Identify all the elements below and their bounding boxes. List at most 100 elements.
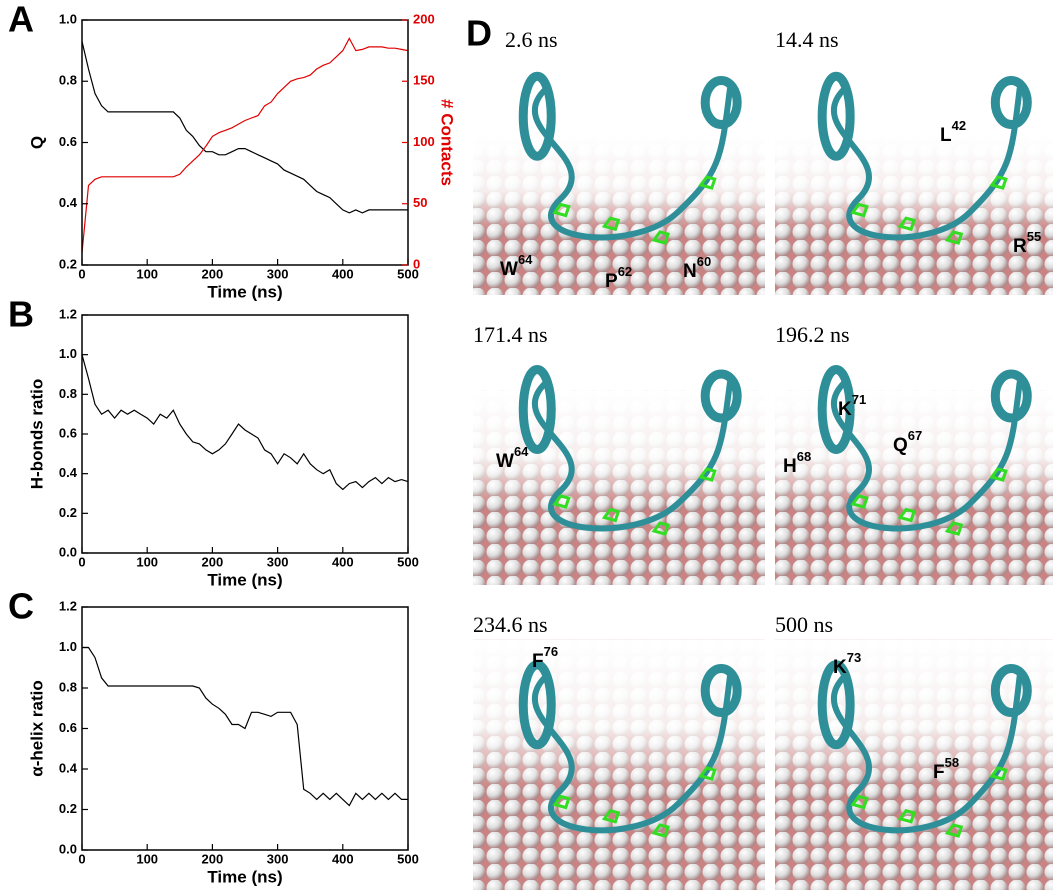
x-axis-label: Time (ns) xyxy=(207,570,282,589)
x-tick-label: 100 xyxy=(136,266,158,281)
y-axis-label: α-helix ratio xyxy=(27,680,46,776)
snapshot-time: 14.4 ns xyxy=(775,27,839,52)
residue-name: W xyxy=(500,259,518,280)
y-axis-label: H-bonds ratio xyxy=(27,379,46,490)
x-tick-label: 0 xyxy=(78,266,85,281)
surface-fade xyxy=(775,136,1053,296)
x-axis-label: Time (ns) xyxy=(207,282,282,301)
residue-name: F xyxy=(532,651,544,672)
data-line xyxy=(82,38,408,252)
y-axis-label: Q xyxy=(27,136,46,149)
y2-tick-label: 200 xyxy=(413,11,435,26)
y-tick-label: 0.0 xyxy=(59,544,77,559)
x-tick-label: 0 xyxy=(78,554,85,569)
residue-name: Q xyxy=(893,435,908,456)
residue-name: P xyxy=(605,271,618,292)
residue-number: 55 xyxy=(1027,229,1041,244)
residue-number: 60 xyxy=(697,254,711,269)
residue-name: F xyxy=(933,762,945,783)
residue-name: N xyxy=(683,261,697,282)
y-tick-label: 1.0 xyxy=(59,639,77,654)
y-tick-label: 0.8 xyxy=(59,73,77,88)
data-line xyxy=(82,41,408,213)
x-tick-label: 300 xyxy=(267,266,289,281)
residue-number: 64 xyxy=(514,444,529,459)
x-tick-label: 200 xyxy=(202,266,224,281)
residue-number: 62 xyxy=(618,264,632,279)
x-tick-label: 400 xyxy=(332,851,354,866)
panel-label: A xyxy=(8,0,34,40)
surface-fade xyxy=(775,639,1053,890)
snapshot: 196.2 ns K71 H68 Q67 xyxy=(775,322,1053,585)
y2-tick-label: 150 xyxy=(413,73,435,88)
panel-label: B xyxy=(8,294,34,335)
y-tick-label: 0.6 xyxy=(59,134,77,149)
panel-label: C xyxy=(8,586,34,627)
x-tick-label: 100 xyxy=(136,851,158,866)
y-tick-label: 0.6 xyxy=(59,720,77,735)
snapshot: 2.6 ns W64 P62 N60 xyxy=(473,27,765,295)
snapshot-time: 196.2 ns xyxy=(775,322,850,347)
y2-tick-label: 50 xyxy=(413,195,427,210)
helix xyxy=(995,81,1027,125)
snapshot-time: 171.4 ns xyxy=(473,322,548,347)
residue-name: R xyxy=(1013,236,1027,257)
y-tick-label: 1.0 xyxy=(59,11,77,26)
residue-name: K xyxy=(838,399,852,420)
residue-name: K xyxy=(833,657,847,678)
y-tick-label: 0.2 xyxy=(59,256,77,271)
residue-name: W xyxy=(496,451,514,472)
plot-frame xyxy=(82,20,408,265)
residue-number: 73 xyxy=(847,650,861,665)
x-tick-label: 100 xyxy=(136,554,158,569)
helix xyxy=(705,81,737,125)
y-tick-label: 1.0 xyxy=(59,346,77,361)
x-tick-label: 300 xyxy=(267,554,289,569)
plot-frame xyxy=(82,315,408,553)
x-tick-label: 0 xyxy=(78,851,85,866)
x-tick-label: 300 xyxy=(267,851,289,866)
surface-fade xyxy=(473,639,765,890)
residue-name: L xyxy=(940,125,952,146)
snapshot-time: 500 ns xyxy=(775,612,833,637)
residue-number: 67 xyxy=(908,428,922,443)
x-tick-label: 400 xyxy=(332,554,354,569)
snapshot-time: 2.6 ns xyxy=(505,27,558,52)
x-tick-label: 400 xyxy=(332,266,354,281)
figure: A 0 100 200 300 400 500 0.2 0.4 0.6 0.8 1.0 0 50 100 15… xyxy=(0,0,1053,894)
y-tick-label: 0.0 xyxy=(59,841,77,856)
snapshot-time: 234.6 ns xyxy=(473,612,548,637)
y-tick-label: 0.6 xyxy=(59,425,77,440)
data-line xyxy=(82,355,408,490)
panel-label: D xyxy=(466,13,492,54)
residue-number: 42 xyxy=(952,118,966,133)
x-tick-label: 200 xyxy=(202,554,224,569)
y-tick-label: 1.2 xyxy=(59,598,77,613)
x-tick-label: 500 xyxy=(397,554,419,569)
y-tick-label: 0.2 xyxy=(59,801,77,816)
data-line xyxy=(82,648,408,806)
y-tick-label: 0.4 xyxy=(59,760,78,775)
y-tick-label: 0.4 xyxy=(59,195,78,210)
y2-tick-label: 100 xyxy=(413,134,435,149)
y2-axis-label: # Contacts xyxy=(438,99,457,186)
residue-number: 58 xyxy=(945,755,959,770)
y-tick-label: 0.2 xyxy=(59,505,77,520)
residue-name: H xyxy=(783,456,797,477)
snapshot: 234.6 ns F76 xyxy=(473,612,765,890)
x-tick-label: 200 xyxy=(202,851,224,866)
residue-number: 76 xyxy=(544,644,558,659)
residue-number: 64 xyxy=(518,252,533,267)
snapshot: 14.4 ns L42 R55 xyxy=(775,27,1053,295)
x-axis-label: Time (ns) xyxy=(207,867,282,886)
snapshot: 171.4 ns W64 xyxy=(473,322,765,585)
y-tick-label: 0.8 xyxy=(59,679,77,694)
residue-number: 71 xyxy=(852,392,866,407)
x-tick-label: 500 xyxy=(397,851,419,866)
y-tick-label: 0.4 xyxy=(59,465,78,480)
residue-number: 68 xyxy=(797,449,811,464)
y-tick-label: 1.2 xyxy=(59,306,77,321)
y-tick-label: 0.8 xyxy=(59,386,77,401)
y2-tick-label: 0 xyxy=(413,256,420,271)
